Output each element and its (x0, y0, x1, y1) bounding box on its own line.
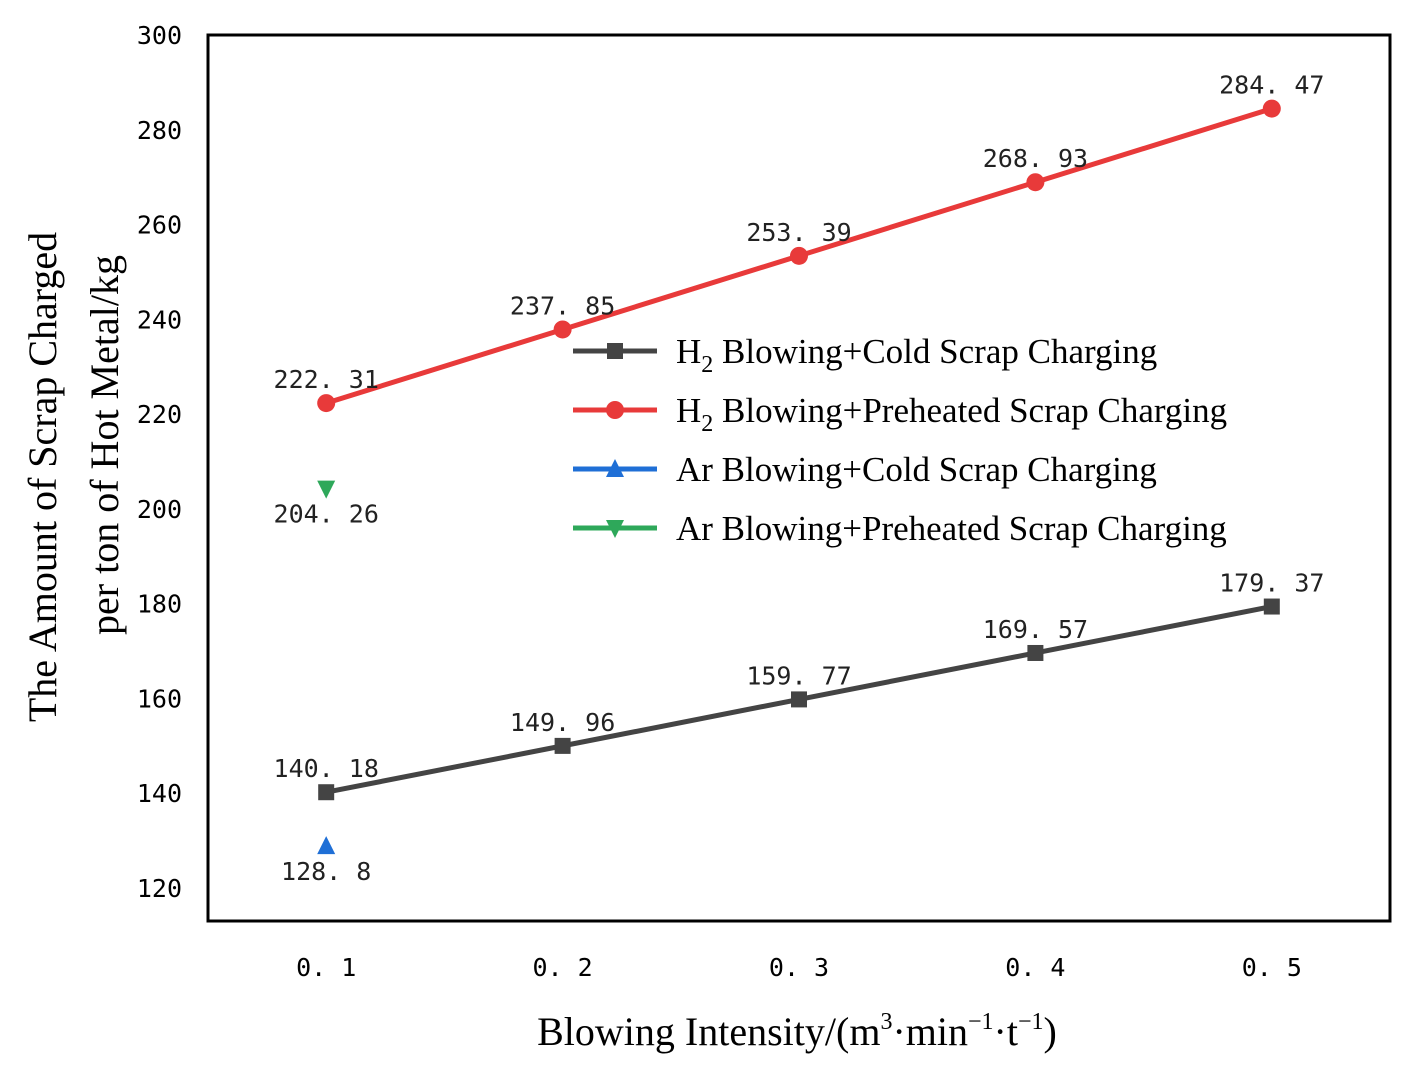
y-tick-label: 120 (137, 874, 182, 903)
y-tick-label: 220 (137, 400, 182, 429)
x-tick-label: 0. 5 (1242, 953, 1302, 982)
series-markers (317, 99, 1281, 855)
data-point (1263, 598, 1280, 615)
x-tick-label: 0. 4 (1005, 953, 1065, 982)
y-tick-label: 300 (137, 21, 182, 50)
data-label: 159. 77 (746, 661, 851, 690)
data-point (553, 320, 572, 339)
data-point (790, 246, 808, 265)
y-axis-title-line2: per ton of Hot Metal/kg (82, 255, 127, 635)
data-point (318, 784, 335, 801)
legend: H2 Blowing+Cold Scrap Charging H2 Blowing… (573, 332, 1227, 548)
data-point (1027, 644, 1044, 661)
data-point (317, 394, 336, 413)
legend-label: Ar Blowing+Cold Scrap Charging (676, 450, 1157, 489)
data-point (554, 737, 571, 754)
y-axis-tick-labels: 120 140 160 180 200 220 240 260 280 300 (137, 21, 182, 903)
plot-area-frame (206, 33, 1392, 923)
y-tick-label: 140 (137, 779, 182, 808)
y-tick-label: 200 (137, 495, 182, 524)
data-point (1262, 99, 1281, 118)
x-axis-title: Blowing Intensity/(m3·min−1·t−1) (537, 1009, 1057, 1054)
y-tick-label: 180 (137, 590, 182, 619)
data-label: 204. 26 (274, 500, 379, 529)
data-label: 128. 8 (281, 857, 371, 886)
data-point (1026, 173, 1045, 192)
data-label: 253. 39 (746, 218, 851, 247)
data-point (317, 480, 336, 499)
data-labels: 140. 18 149. 96 159. 77 169. 57 179. 37 222. … (274, 71, 1325, 887)
legend-label: H2 Blowing+Cold Scrap Charging (676, 332, 1157, 378)
data-point (791, 691, 807, 708)
legend-marker (606, 459, 624, 477)
x-axis-tick-labels: 0. 1 0. 2 0. 3 0. 4 0. 5 (296, 953, 1302, 982)
data-label: 222. 31 (274, 365, 379, 394)
y-tick-label: 240 (137, 305, 182, 334)
data-label: 140. 18 (274, 754, 379, 783)
legend-marker (607, 343, 623, 359)
data-label: 284. 47 (1219, 71, 1324, 100)
y-axis-title-line1: The Amount of Scrap Charged (20, 232, 65, 722)
y-tick-label: 160 (137, 684, 182, 713)
x-tick-label: 0. 2 (532, 953, 592, 982)
y-tick-label: 260 (137, 211, 182, 240)
data-label: 179. 37 (1219, 569, 1324, 598)
x-tick-label: 0. 1 (296, 953, 356, 982)
legend-marker (606, 401, 624, 419)
data-point (317, 836, 336, 855)
data-label: 268. 93 (983, 144, 1088, 173)
data-label: 237. 85 (510, 291, 615, 320)
data-label: 149. 96 (510, 708, 615, 737)
legend-label: Ar Blowing+Preheated Scrap Charging (676, 509, 1227, 548)
y-tick-label: 280 (137, 116, 182, 145)
data-label: 169. 57 (983, 615, 1088, 644)
legend-label: H2 Blowing+Preheated Scrap Charging (676, 391, 1227, 437)
x-tick-label: 0. 3 (769, 953, 829, 982)
legend-marker (606, 520, 624, 538)
